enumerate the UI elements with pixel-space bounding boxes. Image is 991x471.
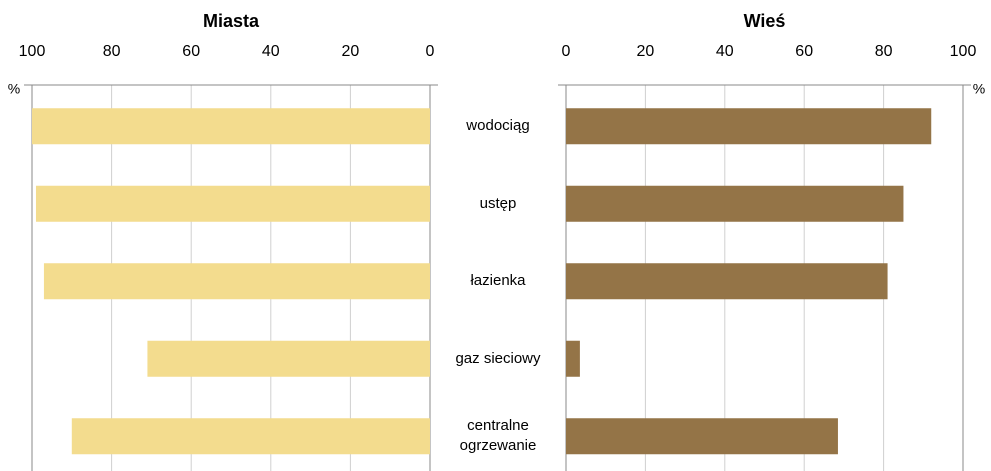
chart-title: Wieś	[744, 11, 786, 31]
x-tick-label: 100	[950, 43, 977, 60]
category-label: łazienka	[470, 272, 526, 290]
x-tick-label: 80	[103, 43, 121, 60]
bar	[147, 340, 431, 377]
category-label: ustęp	[479, 194, 517, 212]
bar	[35, 185, 430, 222]
x-tick-label: 0	[562, 43, 571, 60]
x-tick-label: 60	[795, 43, 813, 60]
bar	[566, 263, 888, 300]
category-label: centralne ogrzewanie	[459, 417, 537, 455]
x-tick-label: 0	[426, 43, 435, 60]
x-tick-label: 20	[342, 43, 360, 60]
x-tick-label: 40	[262, 43, 280, 60]
bar	[566, 418, 838, 455]
bar	[43, 263, 430, 300]
category-label: gaz sieciowy	[455, 349, 541, 367]
bar	[566, 340, 580, 377]
x-tick-label: 80	[875, 43, 893, 60]
bar	[566, 108, 932, 145]
x-tick-label: 100	[19, 43, 46, 60]
unit-label: %	[8, 81, 20, 97]
category-label: wodociąg	[466, 117, 530, 135]
unit-label: %	[973, 81, 985, 97]
bar	[566, 185, 904, 222]
x-tick-label: 40	[716, 43, 734, 60]
x-tick-label: 60	[182, 43, 200, 60]
bar	[32, 108, 430, 145]
chart-title: Miasta	[203, 11, 260, 31]
bar	[71, 418, 431, 455]
x-tick-label: 20	[637, 43, 655, 60]
